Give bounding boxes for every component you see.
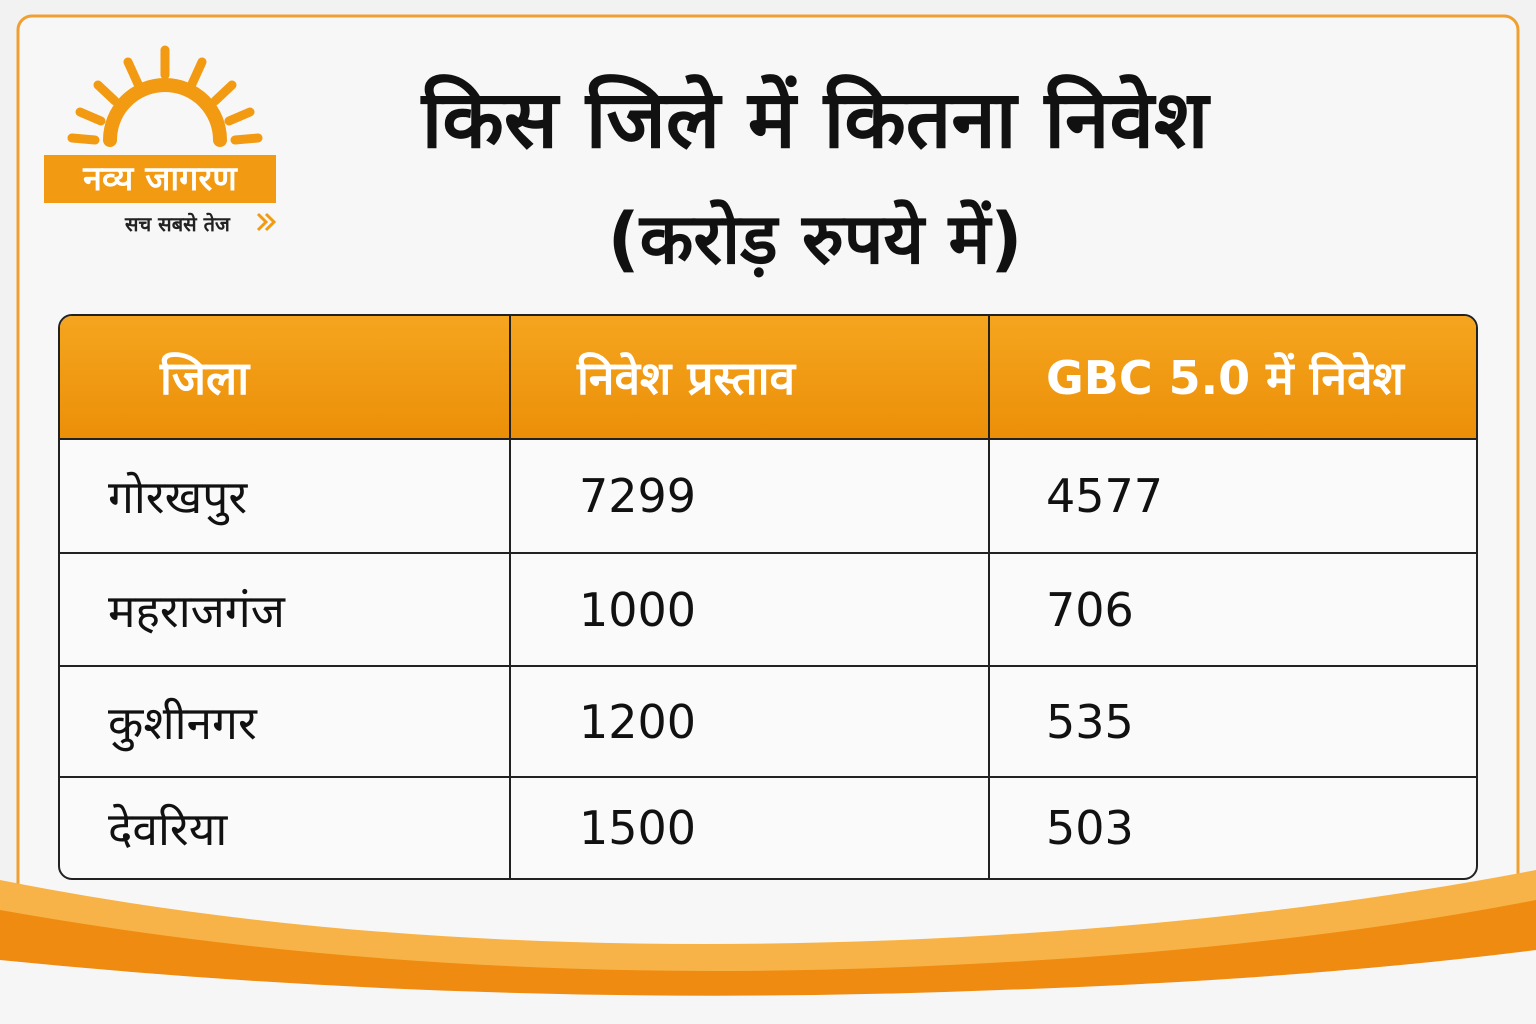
value-cell: 1200 — [511, 667, 990, 778]
wave — [0, 950, 1536, 1024]
district-cell: गोरखपुर — [60, 440, 511, 554]
district-cell: देवरिया — [60, 778, 511, 878]
value-cell: 7299 — [511, 440, 990, 554]
district-cell: कुशीनगर — [60, 667, 511, 778]
chevron-icon — [256, 212, 277, 232]
district-cell: महराजगंज — [60, 554, 511, 667]
value-cell: 706 — [990, 554, 1476, 667]
logo-name: नव्य जागरण — [44, 155, 276, 203]
value-cell: 4577 — [990, 440, 1476, 554]
value-cell: 1000 — [511, 554, 990, 667]
column-header: जिला — [60, 316, 511, 440]
tagline: सच सबसे तेज — [125, 212, 230, 236]
value-cell: 1500 — [511, 778, 990, 878]
column-header: GBC 5.0 में निवेश — [990, 316, 1476, 440]
title: किस जिले में कितना निवेश — [421, 73, 1209, 166]
subtitle: (करोड़ रुपये में) — [607, 198, 1023, 280]
value-cell: 503 — [1046, 801, 1134, 855]
table: जिला निवेश प्रस्ताव GBC 5.0 में निवेश गोरखप… — [58, 314, 1478, 880]
value-cell: 535 — [990, 667, 1476, 778]
column-header: निवेश प्रस्ताव — [511, 316, 990, 440]
sun-logo — [67, 45, 263, 147]
